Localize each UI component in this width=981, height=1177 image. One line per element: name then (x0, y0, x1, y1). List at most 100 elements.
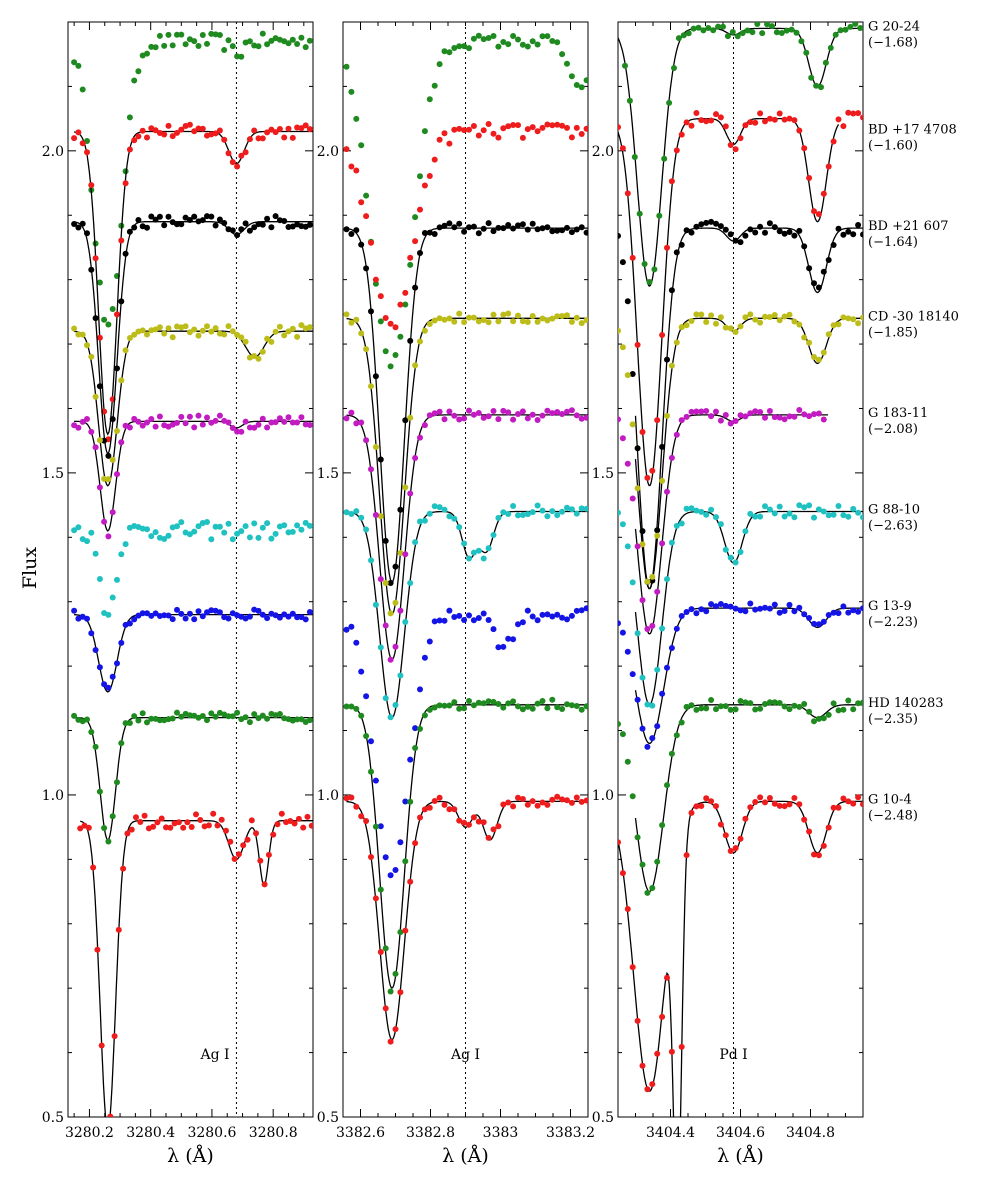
data-point (835, 610, 842, 617)
data-point (727, 706, 734, 713)
line-annotation: Ag I (450, 1047, 480, 1063)
data-point (358, 712, 365, 719)
data-point (495, 514, 502, 521)
model-curve (346, 704, 588, 989)
data-point (519, 41, 526, 48)
data-point (713, 408, 719, 415)
data-point (564, 701, 570, 708)
spectrum-6 (618, 502, 863, 709)
data-point (363, 192, 370, 199)
data-point (801, 701, 808, 707)
data-point (71, 325, 78, 332)
data-point (114, 365, 120, 372)
data-point (619, 435, 626, 442)
data-point (500, 704, 507, 711)
data-point (573, 314, 580, 321)
data-point (771, 800, 778, 807)
data-point (649, 622, 656, 629)
data-point (747, 804, 754, 811)
data-point (294, 41, 301, 47)
data-point (306, 717, 313, 724)
data-point (573, 124, 580, 131)
data-point (685, 30, 692, 37)
data-point (796, 502, 803, 509)
model-curve (346, 414, 588, 661)
spectrum-2 (71, 121, 313, 443)
data-point (302, 616, 309, 623)
data-point (698, 606, 705, 613)
data-point (417, 814, 423, 821)
data-point (382, 945, 389, 952)
data-point (559, 614, 566, 621)
data-point (737, 549, 744, 555)
data-point (840, 706, 847, 713)
data-point (368, 466, 374, 473)
data-point (199, 327, 206, 334)
data-point (470, 617, 477, 624)
data-point (191, 38, 198, 45)
data-point (649, 702, 656, 709)
model-curve (618, 117, 840, 487)
data-point (813, 82, 820, 89)
data-point (131, 331, 138, 338)
data-point (461, 617, 468, 623)
data-point (683, 852, 690, 859)
data-point (109, 416, 116, 423)
data-point (264, 129, 271, 136)
data-point (276, 126, 283, 132)
data-point (534, 700, 541, 707)
data-point (629, 964, 636, 971)
data-point (654, 666, 661, 673)
data-point (554, 611, 561, 618)
panel-frame (67, 21, 314, 1118)
data-point (519, 318, 526, 325)
data-point (771, 312, 778, 318)
data-point (75, 62, 82, 69)
data-point (421, 230, 428, 236)
data-point (786, 510, 793, 517)
data-point (830, 700, 837, 707)
data-point (306, 609, 313, 615)
data-point (343, 795, 350, 802)
data-point (568, 702, 575, 709)
data-point (505, 700, 512, 707)
data-point (713, 514, 719, 521)
data-point (412, 284, 419, 291)
data-point (850, 706, 857, 713)
data-point (766, 605, 773, 612)
data-point (534, 802, 541, 809)
data-point (808, 74, 815, 81)
data-point (195, 332, 202, 339)
data-point (820, 842, 827, 849)
data-point (294, 716, 301, 723)
data-point (649, 1081, 656, 1088)
data-point (832, 31, 839, 38)
data-point (688, 318, 695, 324)
data-point (490, 408, 497, 414)
data-point (732, 605, 739, 612)
data-point (208, 213, 215, 220)
data-point (264, 41, 271, 48)
model-curve (634, 607, 863, 744)
data-point (363, 733, 370, 739)
data-point (208, 607, 215, 614)
y-tick-label: 2.0 (42, 144, 64, 160)
data-point (392, 643, 399, 650)
data-point (539, 698, 546, 704)
data-point (708, 601, 715, 608)
data-point (801, 334, 808, 341)
data-point (294, 522, 301, 529)
data-point (693, 408, 700, 415)
data-point (144, 610, 150, 617)
data-point (216, 523, 223, 530)
data-point (90, 864, 97, 871)
data-point (377, 293, 384, 300)
data-point (358, 199, 365, 206)
data-point (505, 409, 512, 416)
data-point (109, 509, 116, 516)
data-point (289, 419, 296, 426)
data-point (573, 82, 580, 88)
data-point (234, 163, 241, 170)
data-point (242, 418, 249, 425)
data-point (659, 443, 666, 450)
